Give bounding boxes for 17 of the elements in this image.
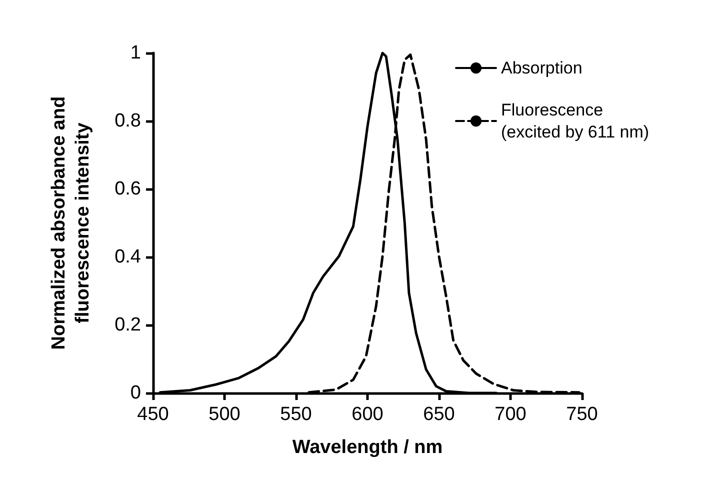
x-tick-label: 600 [352, 404, 384, 425]
y-tick-label: 0.4 [114, 246, 142, 268]
x-tick-label: 550 [280, 404, 312, 425]
x-tick-label: 750 [566, 404, 598, 425]
x-tick-label: 450 [137, 404, 169, 425]
y-tick-label: 0.2 [114, 314, 141, 336]
y-tick-label: 0 [130, 382, 141, 404]
y-tick-label: 1 [130, 42, 141, 64]
legend-label: Absorption [501, 58, 582, 78]
legend-label: Fluorescence (excited by 611 nm) [501, 100, 650, 142]
y-tick-label: 0.6 [114, 178, 141, 200]
y-axis-title: Normalized absorbance and fluorescence intensity [48, 96, 94, 350]
x-tick-label: 650 [423, 404, 455, 425]
x-axis-title: Wavelength / nm [292, 437, 443, 458]
x-tick-label: 700 [494, 404, 526, 425]
y-tick-label: 0.8 [114, 110, 141, 132]
x-tick-label: 500 [208, 404, 240, 425]
